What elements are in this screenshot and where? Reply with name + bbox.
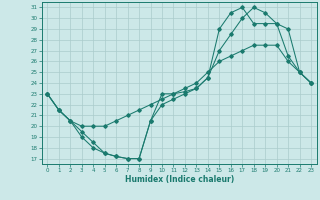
- X-axis label: Humidex (Indice chaleur): Humidex (Indice chaleur): [124, 175, 234, 184]
